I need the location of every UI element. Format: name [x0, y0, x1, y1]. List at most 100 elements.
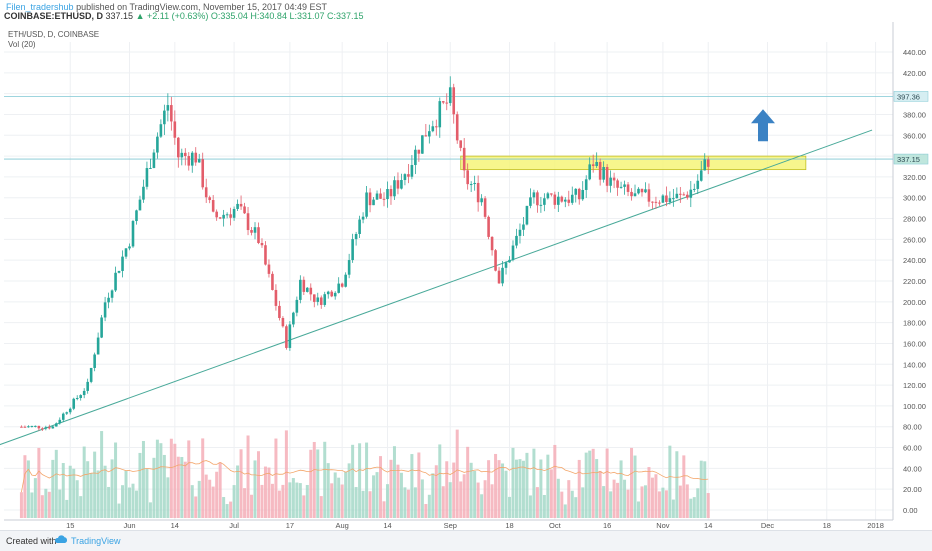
- volume-bar: [549, 469, 553, 518]
- volume-bar: [19, 492, 23, 518]
- candle-body: [138, 199, 142, 211]
- candle-body: [403, 174, 407, 181]
- volume-bar: [630, 447, 634, 518]
- candle-body: [668, 198, 672, 203]
- volume-bar: [466, 446, 470, 518]
- candle-body: [44, 427, 48, 429]
- candle-body: [469, 184, 473, 186]
- candle-body: [574, 188, 578, 195]
- price-change: ▲ +2.11 (+0.63%): [135, 11, 209, 21]
- candle-body: [159, 124, 163, 137]
- volume-bar: [365, 442, 369, 518]
- candle-body: [557, 196, 560, 205]
- candle-body: [79, 395, 82, 398]
- ascending-trendline[interactable]: [0, 129, 873, 451]
- volume-bar: [654, 474, 658, 518]
- candle-body: [41, 428, 44, 430]
- volume-bar: [225, 504, 229, 518]
- legend-volume: Vol (20): [8, 40, 36, 49]
- resistance-zone[interactable]: [460, 155, 807, 171]
- candle-body: [173, 121, 177, 138]
- volume-bar: [246, 435, 250, 518]
- volume-bar: [295, 482, 299, 518]
- tradingview-brand[interactable]: TradingView: [71, 536, 121, 546]
- candle-body: [445, 102, 449, 104]
- candle-body: [553, 194, 557, 205]
- x-tick-label: 16: [603, 521, 611, 530]
- price-tag-box: [893, 153, 929, 165]
- candle-body: [417, 149, 421, 154]
- volume-bar: [354, 487, 358, 518]
- y-tick-label: 240.00: [903, 256, 926, 265]
- candle-body: [208, 197, 211, 201]
- candle-body: [344, 274, 347, 287]
- candle-body: [250, 230, 253, 233]
- candle-body: [107, 297, 110, 303]
- x-tick-label: 14: [704, 521, 712, 530]
- candle-body: [121, 256, 124, 271]
- candle-body: [232, 208, 236, 218]
- candle-body: [65, 412, 69, 414]
- candle-body: [692, 188, 696, 190]
- x-tick-label: 14: [383, 521, 391, 530]
- volume-bar: [542, 494, 546, 518]
- volume-bar: [661, 487, 665, 518]
- footer-bar: Created with TradingView: [0, 530, 932, 551]
- x-tick-label: 17: [286, 521, 294, 530]
- volume-bar: [595, 459, 599, 518]
- volume-bar: [431, 473, 435, 518]
- volume-bar: [612, 479, 616, 518]
- candle-body: [699, 170, 703, 181]
- candle-body: [114, 272, 117, 291]
- volume-bar: [602, 486, 606, 518]
- volume-bar: [616, 482, 620, 518]
- y-tick-label: 160.00: [903, 339, 926, 348]
- price-chart[interactable]: 15 Jun 14 Jul 17 Aug 14 Sep 18 Oct 16 Nov 14 Dec 18 201…: [0, 22, 932, 530]
- volume-bar: [514, 459, 518, 518]
- candle-body: [260, 242, 264, 246]
- candle-body: [117, 270, 121, 273]
- volume-bar: [675, 451, 679, 518]
- candle-body: [337, 283, 340, 293]
- candle-body: [706, 159, 710, 167]
- candle-body: [686, 194, 689, 198]
- candle-body: [375, 193, 379, 200]
- volume-bar: [560, 491, 564, 518]
- volume-bar: [330, 483, 334, 518]
- y-tick-label: 60.00: [903, 444, 922, 453]
- author-link[interactable]: Filen_tradershub: [6, 2, 74, 12]
- volume-bar: [138, 452, 142, 518]
- volume-bar: [535, 487, 539, 518]
- y-tick-label: 220.00: [903, 277, 926, 286]
- x-tick-label: Nov: [656, 521, 670, 530]
- volume-bar: [696, 488, 700, 518]
- volume-bar: [51, 459, 55, 518]
- candle-body: [494, 250, 497, 271]
- y-tick-label: 440.00: [903, 48, 926, 57]
- y-tick-label: 280.00: [903, 215, 926, 224]
- volume-bar: [497, 460, 501, 518]
- y-tick-label: 120.00: [903, 381, 926, 390]
- candle-body: [623, 184, 626, 187]
- volume-bar: [504, 470, 508, 518]
- volume-bar: [664, 490, 668, 518]
- volume-bar: [368, 491, 372, 518]
- candle-body: [515, 235, 518, 246]
- volume-bar: [250, 494, 254, 518]
- candle-body: [543, 198, 546, 205]
- x-tick-label: 18: [823, 521, 831, 530]
- candle-body: [372, 199, 375, 206]
- volume-bar: [107, 486, 111, 518]
- candle-body: [354, 233, 358, 240]
- volume-bar: [61, 463, 65, 518]
- volume-bar: [678, 485, 682, 518]
- volume-bar: [75, 480, 79, 518]
- volume-bar: [93, 451, 97, 518]
- volume-bar: [194, 496, 198, 518]
- candle-body: [661, 195, 665, 203]
- candle-body: [595, 161, 598, 166]
- volume-bar: [121, 485, 125, 518]
- volume-bar: [685, 484, 689, 518]
- volume-bar: [598, 470, 602, 518]
- candle-body: [368, 192, 372, 206]
